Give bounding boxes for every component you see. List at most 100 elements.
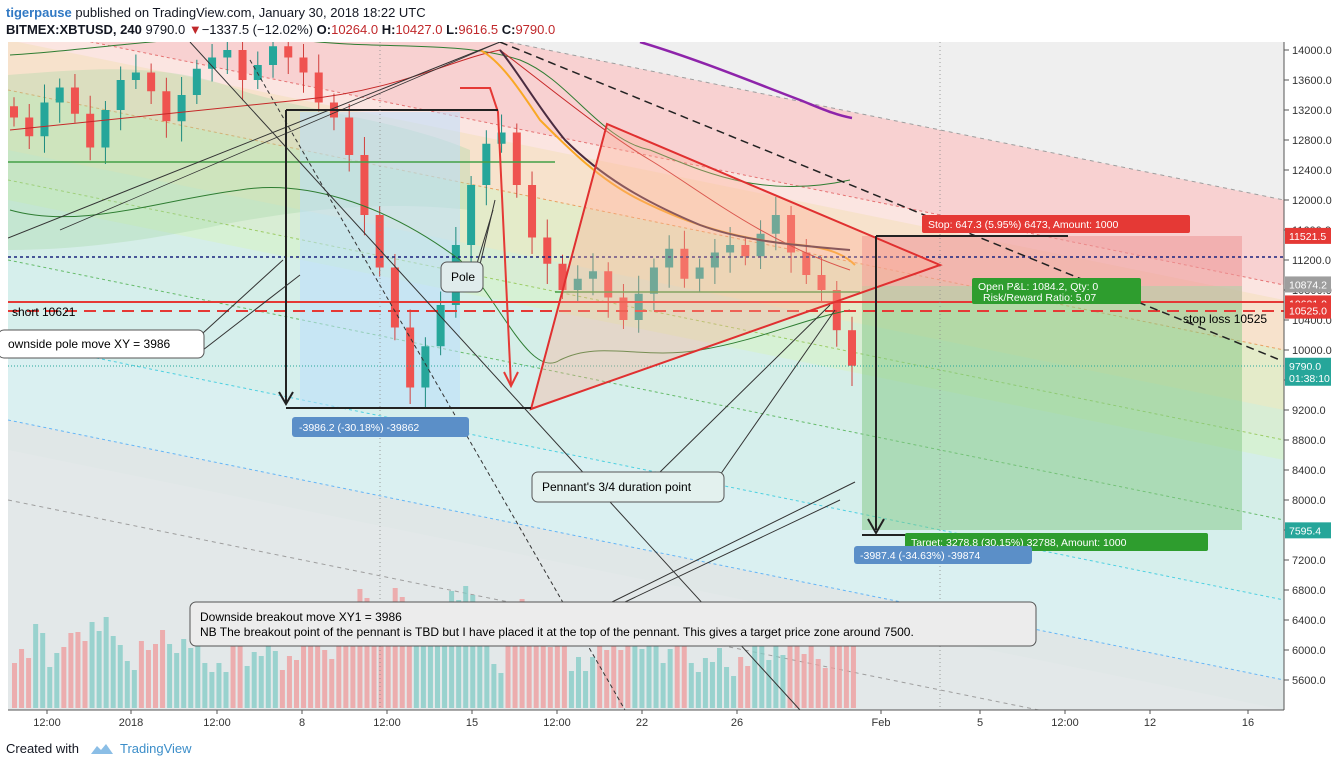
volume-bar (420, 626, 426, 708)
author-name[interactable]: tigerpause (6, 5, 72, 20)
time-tick-label: 12:00 (203, 717, 231, 729)
volume-bar (195, 634, 201, 708)
candle-body (116, 80, 125, 110)
ohlc-open-label: O: (316, 22, 332, 37)
candle-body (588, 271, 597, 279)
time-tick-label: 15 (466, 717, 478, 729)
volume-bar (96, 631, 102, 708)
volume-bar (540, 638, 546, 708)
volume-bar (745, 666, 751, 708)
svg-text:Risk/Reward Ratio: 5.07: Risk/Reward Ratio: 5.07 (983, 292, 1096, 304)
price-tick-label: 8800.0 (1292, 435, 1326, 447)
ohlc-low-value: 9616.5 (458, 22, 499, 37)
candle-body (70, 87, 79, 114)
volume-bar (54, 653, 60, 708)
symbol-label: BITMEX:XBTUSD, 240 (6, 22, 142, 37)
created-with-label: Created with (6, 741, 79, 756)
candle-body (345, 117, 354, 155)
volume-bar (442, 630, 448, 708)
volume-bar (308, 635, 314, 708)
ohlc-high-value: 10427.0 (395, 22, 443, 37)
candle-body (543, 237, 552, 264)
volume-bar (378, 603, 384, 708)
volume-bar (89, 622, 95, 708)
candle-body (436, 305, 445, 347)
breakout-callout[interactable]: Downside breakout move XY1 = 3986 NB The… (189, 601, 1037, 647)
volume-bar (343, 624, 349, 708)
volume-bar (576, 657, 581, 708)
time-tick-label: Feb (872, 717, 891, 729)
price-marker-label: 10874.2 (1289, 279, 1327, 291)
time-tick-label: 5 (977, 717, 983, 729)
volume-bar (709, 662, 715, 708)
price-marker (1285, 227, 1331, 244)
candle-body (771, 215, 780, 234)
pole-measure-tag: -3986.2 (-30.18%) -39862 (292, 417, 469, 437)
svg-text:Pole: Pole (451, 270, 475, 284)
volume-bar (392, 588, 398, 708)
volume-bar (456, 600, 462, 708)
volume-bar (752, 637, 758, 708)
time-tick-label: 12:00 (1051, 717, 1079, 729)
time-tick-label: 12:00 (373, 717, 401, 729)
short-label: short 10621 (12, 305, 76, 319)
volume-bar (618, 650, 624, 708)
volume-bar (371, 617, 377, 708)
volume-bar (427, 612, 433, 708)
pole-move-callout[interactable]: ownside pole move XY = 3986 (0, 329, 205, 359)
volume-bar (568, 671, 574, 708)
pennant-point-callout[interactable]: Pennant's 3/4 duration point (531, 471, 725, 503)
volume-bar (547, 647, 553, 708)
stop-loss-label: stop loss 10525 (1183, 312, 1267, 326)
candle-body (238, 50, 247, 80)
time-axis-ticks: 12:00 2018 12:00 8 12:00 15 12:00 22 26 Feb 5 12:00… (33, 710, 1254, 729)
candle-body (284, 46, 293, 58)
volume-bar (632, 640, 638, 708)
time-tick-label: 12:00 (543, 717, 571, 729)
candle-body (25, 117, 34, 137)
time-tick-label: 8 (299, 717, 305, 729)
volume-bar (533, 617, 539, 708)
volume-bar (315, 644, 321, 708)
ohlc-open-value: 10264.0 (331, 22, 379, 37)
volume-bar (167, 644, 173, 708)
price-tick-label: 5600.0 (1292, 675, 1326, 687)
time-axis[interactable] (8, 710, 1284, 732)
volume-bar (244, 666, 250, 708)
price-tick-label: 8400.0 (1292, 465, 1326, 477)
sma-dark (499, 49, 851, 251)
candle-body (634, 293, 643, 320)
tradingview-logo[interactable]: TradingView (89, 740, 192, 758)
volume-bar (237, 637, 243, 708)
candle-body (665, 248, 674, 268)
time-tick-label: 12 (1144, 717, 1156, 729)
candle-body (269, 46, 278, 65)
volume-bar (40, 633, 46, 708)
pole-callout[interactable]: Pole (440, 261, 484, 293)
volume-bar (681, 629, 687, 708)
last-price: 9790.0 (145, 22, 186, 37)
time-tick-label: 22 (636, 717, 648, 729)
candle-body (162, 91, 171, 122)
candle-body (802, 252, 811, 275)
price-tick-label: 8000.0 (1292, 495, 1326, 507)
volume-bar (75, 632, 81, 708)
volume-bar (611, 636, 617, 708)
candle-body (482, 143, 491, 185)
candle-body (817, 275, 826, 290)
svg-text:Downside breakout move XY1 = 3: Downside breakout move XY1 = 3986 (200, 610, 402, 624)
volume-bar (498, 673, 504, 708)
volume-bar (836, 629, 842, 708)
volume-bar (759, 646, 765, 708)
volume-bar (449, 591, 455, 708)
volume-bar (399, 597, 405, 708)
candle-body (299, 57, 308, 73)
candle-body (497, 132, 506, 144)
volume-bar (138, 641, 144, 708)
price-marker (1285, 369, 1331, 386)
candle-body (101, 110, 110, 148)
sma-purple (639, 42, 853, 120)
candle-body (604, 271, 613, 298)
volume-bar (822, 668, 828, 708)
